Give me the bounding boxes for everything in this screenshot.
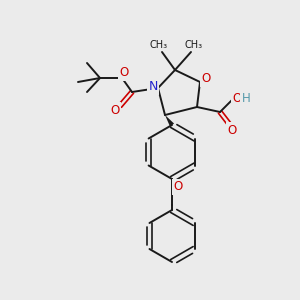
Text: O: O xyxy=(173,181,183,194)
Text: CH₃: CH₃ xyxy=(185,40,203,50)
Text: O: O xyxy=(110,103,120,116)
Text: O: O xyxy=(201,73,211,85)
Text: CH₃: CH₃ xyxy=(150,40,168,50)
Text: N: N xyxy=(148,80,158,94)
Polygon shape xyxy=(165,115,174,126)
Text: H: H xyxy=(242,92,250,104)
Text: O: O xyxy=(232,92,242,104)
Text: O: O xyxy=(227,124,237,136)
Text: O: O xyxy=(119,67,129,80)
